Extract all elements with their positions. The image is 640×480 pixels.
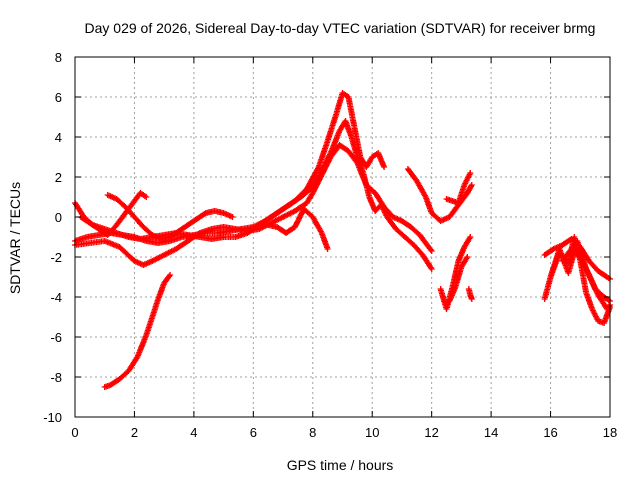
series-track-11 xyxy=(446,254,471,304)
x-tick-label: 12 xyxy=(424,425,438,440)
x-tick-label: 0 xyxy=(71,425,78,440)
series-track-15 xyxy=(547,234,613,326)
x-tick-label: 14 xyxy=(484,425,498,440)
series-track-10 xyxy=(443,170,474,206)
y-axis-label: SDTVAR / TECUs xyxy=(7,182,23,294)
series-track-7 xyxy=(265,206,331,252)
x-tick-label: 16 xyxy=(543,425,557,440)
x-tick-label: 2 xyxy=(131,425,138,440)
y-tick-label: -2 xyxy=(50,250,62,265)
x-axis-label: GPS time / hours xyxy=(287,457,394,473)
series-track-9 xyxy=(437,234,474,312)
y-tick-label: -8 xyxy=(50,370,62,385)
series-track-16 xyxy=(559,246,613,312)
data-series xyxy=(72,90,613,390)
y-tick-label: -6 xyxy=(50,330,62,345)
chart-title: Day 029 of 2026, Sidereal Day-to-day VTE… xyxy=(85,20,596,36)
y-tick-label: 6 xyxy=(55,90,62,105)
x-tick-label: 18 xyxy=(603,425,617,440)
plot-frame xyxy=(74,56,611,418)
y-tick-label: 8 xyxy=(55,50,62,65)
x-tick-label: 8 xyxy=(309,425,316,440)
series-track-8 xyxy=(404,166,475,224)
y-tick-label: -10 xyxy=(43,410,62,425)
axes: 0 2 4 6 8 10 12 14 16 18 -10 -8 -6 -4 -2 0 2 4 6 8 xyxy=(43,50,617,440)
grid xyxy=(75,57,610,417)
x-tick-label: 10 xyxy=(365,425,379,440)
series-track-6 xyxy=(101,272,174,390)
series-track-4 xyxy=(104,192,236,242)
x-tick-label: 4 xyxy=(190,425,197,440)
y-tick-label: 4 xyxy=(55,130,62,145)
y-tick-label: -4 xyxy=(50,290,62,305)
y-tick-label: 2 xyxy=(55,170,62,185)
x-tick-label: 6 xyxy=(250,425,257,440)
series-track-12 xyxy=(465,286,475,302)
y-tick-label: 0 xyxy=(55,210,62,225)
